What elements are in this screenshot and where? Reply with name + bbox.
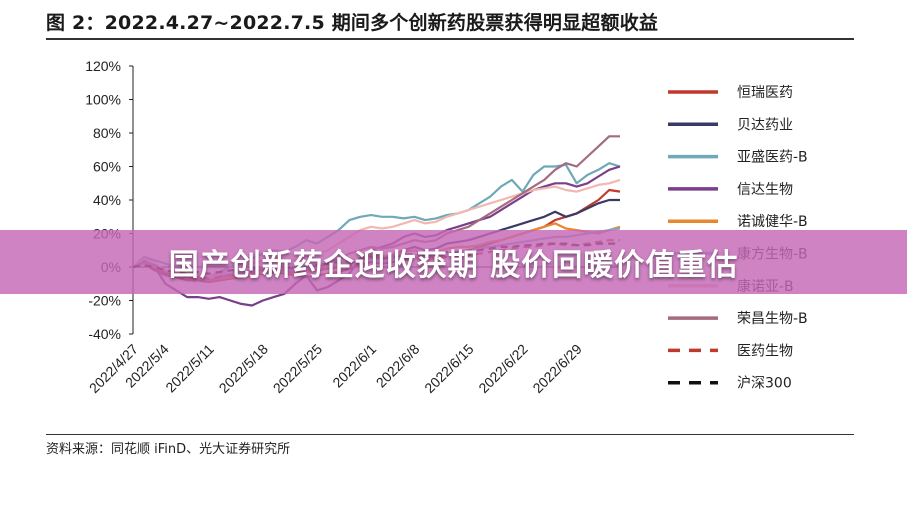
headline-banner: 国产创新药企迎收获期 股价回暖价值重估 (0, 230, 907, 294)
y-tick-label: 80% (93, 125, 121, 141)
x-tick-label: 2022/5/18 (216, 341, 272, 397)
x-axis-labels: 2022/4/272022/5/42022/5/112022/5/182022/… (86, 341, 585, 397)
y-tick-label: 120% (85, 58, 121, 74)
chart-axes: 120%100%80%60%40%20%0%-20%-40% (85, 58, 620, 342)
x-tick-label: 2022/5/11 (162, 341, 217, 396)
y-tick-label: 100% (85, 92, 121, 108)
legend-label: 恒瑞医药 (737, 85, 793, 101)
title-rule (46, 38, 854, 40)
y-tick-label: 40% (93, 192, 121, 208)
x-tick-label: 2022/6/29 (529, 341, 585, 397)
y-tick-label: 60% (93, 159, 121, 175)
x-tick-label: 2022/6/15 (421, 341, 477, 397)
headline-text: 国产创新药企迎收获期 股价回暖价值重估 (168, 248, 739, 283)
legend-label: 沪深300 (737, 376, 792, 392)
line-chart: 120%100%80%60%40%20%0%-20%-40% 2022/4/27… (85, 58, 808, 397)
legend-label: 荣昌生物-B (737, 311, 808, 327)
x-tick-label: 2022/6/22 (475, 341, 531, 397)
y-tick-label: -20% (88, 293, 121, 309)
legend-label: 亚盛医药-B (737, 150, 808, 166)
y-tick-label: -40% (88, 326, 121, 342)
source-note: 资料来源：同花顺 iFinD、光大证券研究所 (46, 442, 291, 457)
legend-label: 诺诚健华-B (737, 214, 808, 230)
legend-label: 医药生物 (737, 343, 793, 359)
source-rule (46, 434, 854, 435)
legend-label: 信达生物 (737, 182, 793, 198)
x-tick-label: 2022/6/8 (373, 341, 423, 391)
legend-label: 贝达药业 (737, 117, 793, 133)
x-tick-label: 2022/6/1 (329, 341, 379, 391)
figure-title: 图 2：2022.4.27~2022.7.5 期间多个创新药股票获得明显超额收益 (46, 12, 659, 34)
x-tick-label: 2022/5/25 (270, 341, 326, 397)
